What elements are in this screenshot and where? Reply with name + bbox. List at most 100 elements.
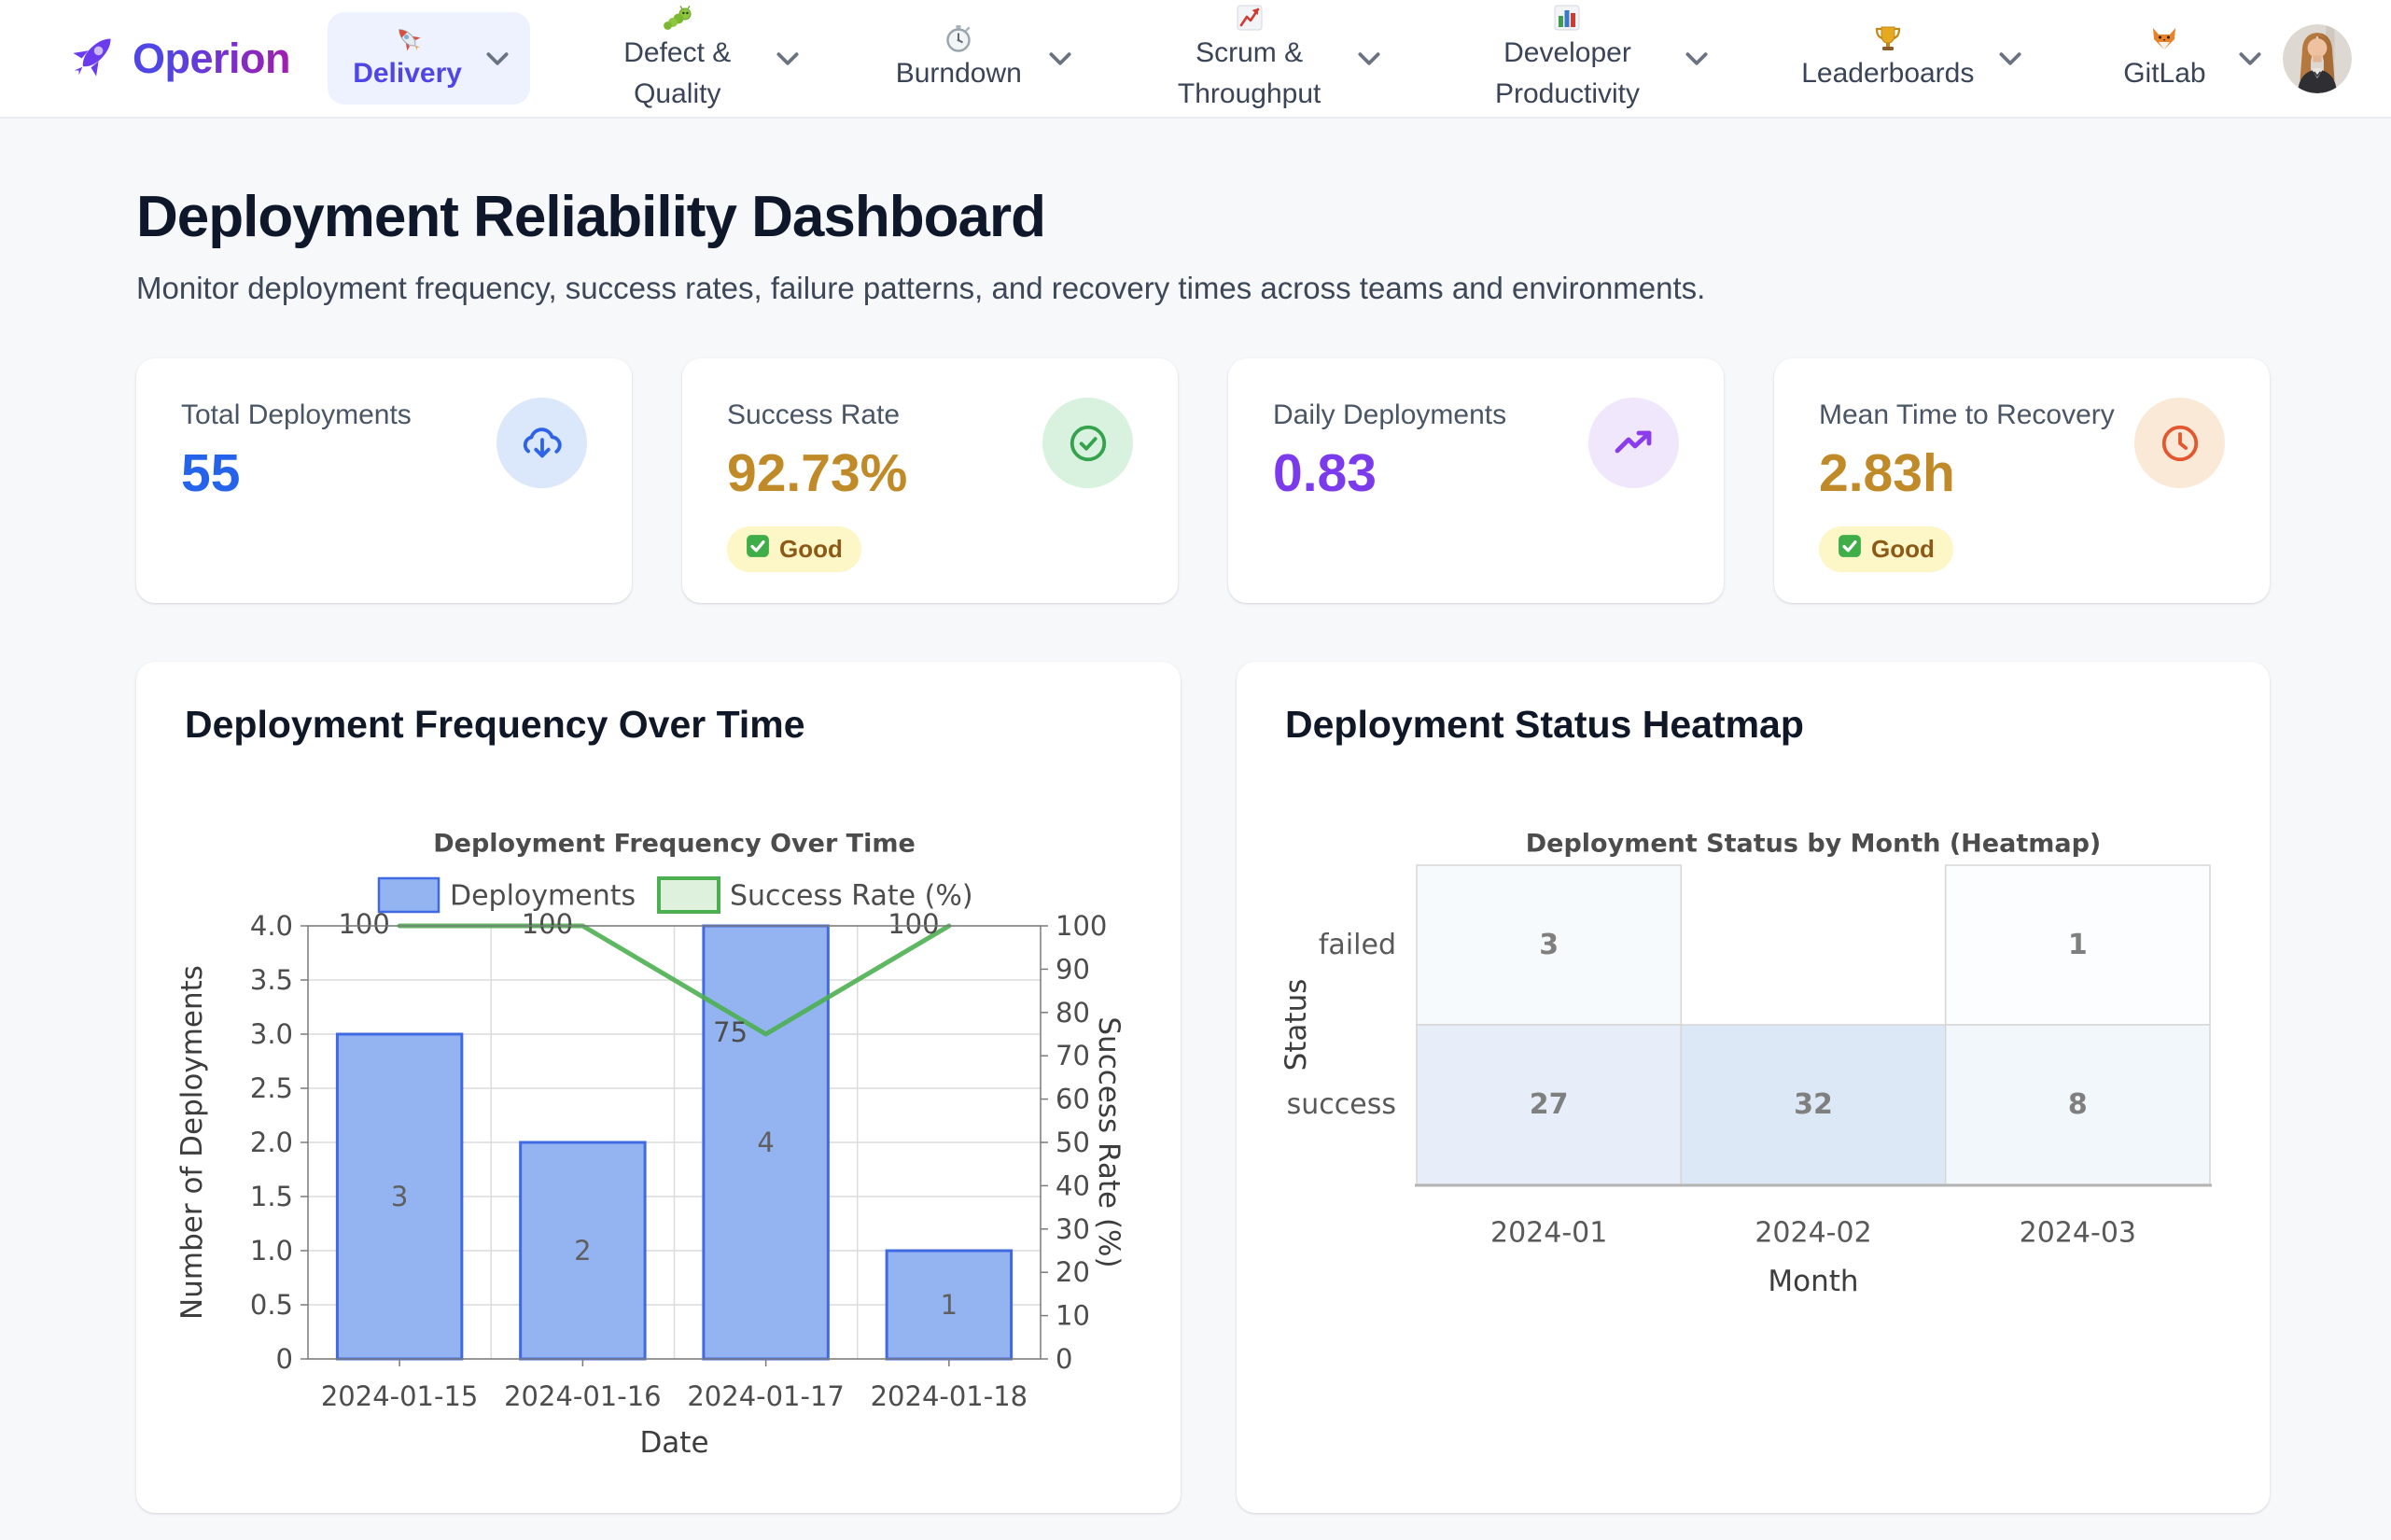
svg-text:success: success (1287, 1088, 1396, 1121)
chevron-down-icon (1357, 51, 1381, 66)
clock-icon (2134, 398, 2225, 488)
trending-up-icon (1588, 398, 1679, 488)
cloud-download-icon (496, 398, 587, 488)
kpi-label: Success Rate (727, 399, 901, 430)
svg-text:0.5: 0.5 (250, 1289, 293, 1321)
check-badge-icon (1838, 534, 1862, 565)
brand[interactable]: Operion (67, 30, 291, 87)
chart-increasing-emoji-icon (1235, 3, 1265, 33)
bar-chart-emoji-icon (1552, 3, 1582, 33)
deployment-frequency-card: Deployment Frequency Over Time Deploymen… (136, 662, 1181, 1513)
badge-label: Good (1871, 535, 1935, 563)
svg-text:Deployments: Deployments (450, 880, 636, 913)
svg-text:2024-01: 2024-01 (1490, 1217, 1607, 1250)
svg-text:2.0: 2.0 (250, 1127, 293, 1158)
svg-text:0: 0 (1056, 1343, 1072, 1375)
chevron-down-icon (2238, 51, 2262, 66)
svg-text:1: 1 (2068, 929, 2088, 961)
svg-text:10: 10 (1056, 1300, 1090, 1332)
kpi-label: Mean Time to Recovery (1819, 399, 2115, 430)
kpi-value: 0.83 (1273, 443, 1377, 503)
svg-text:Number of Deployments: Number of Deployments (175, 965, 209, 1320)
badge-label: Good (779, 535, 843, 563)
svg-text:80: 80 (1056, 997, 1090, 1029)
svg-text:2024-01-16: 2024-01-16 (504, 1380, 662, 1412)
svg-text:8: 8 (2068, 1088, 2088, 1121)
chart-card-heading: Deployment Status Heatmap (1285, 703, 1804, 746)
svg-text:4: 4 (757, 1127, 774, 1158)
svg-text:failed: failed (1319, 929, 1396, 961)
nav-item-label: Developer Productivity (1494, 37, 1641, 109)
nav-item-defect-quality[interactable]: Defect & Quality (577, 0, 820, 125)
svg-text:Status: Status (1279, 979, 1313, 1071)
chevron-down-icon (1048, 51, 1072, 66)
nav-item-burndown[interactable]: Burndown (867, 12, 1093, 105)
fox-emoji-icon (2149, 23, 2179, 53)
nav-item-label: Burndown (895, 57, 1022, 89)
kpi-label: Total Deployments (181, 399, 412, 430)
page-title: Deployment Reliability Dashboard (136, 185, 1046, 249)
chevron-down-icon (1998, 51, 2022, 66)
brand-name: Operion (133, 34, 291, 82)
operion-rocket-logo-icon (67, 30, 119, 87)
svg-text:2024-01-15: 2024-01-15 (321, 1380, 479, 1412)
status-badge: Good (727, 526, 861, 572)
check-circle-icon (1042, 398, 1133, 488)
svg-text:100: 100 (522, 908, 573, 940)
svg-text:Success Rate (%): Success Rate (%) (1092, 1016, 1126, 1267)
svg-text:2024-01-17: 2024-01-17 (687, 1380, 845, 1412)
charts-row: Deployment Frequency Over Time Deploymen… (136, 662, 2270, 1513)
svg-text:4.0: 4.0 (250, 910, 293, 942)
svg-text:50: 50 (1056, 1127, 1090, 1158)
kpi-card-mttr: Mean Time to Recovery 2.83h Good (1774, 358, 2270, 603)
svg-text:3: 3 (391, 1181, 408, 1212)
svg-text:Success Rate (%): Success Rate (%) (730, 880, 973, 913)
stopwatch-emoji-icon (944, 23, 973, 53)
svg-text:100: 100 (338, 908, 389, 940)
kpi-value: 55 (181, 443, 241, 503)
nav-item-delivery[interactable]: Delivery (328, 11, 531, 105)
chart-card-heading: Deployment Frequency Over Time (185, 703, 805, 746)
nav-item-leaderboards[interactable]: Leaderboards (1776, 12, 2043, 105)
bug-emoji-icon (663, 3, 692, 33)
deployment-status-heatmap-chart: Deployment Status by Month (Heatmap) 3 1 27… (1279, 830, 2212, 1298)
nav-item-label: Scrum & Throughput (1177, 37, 1321, 109)
svg-text:3: 3 (1539, 929, 1559, 961)
trophy-emoji-icon (1873, 23, 1903, 53)
nav-item-gitlab[interactable]: GitLab (2090, 12, 2283, 105)
nav-item-label: Defect & Quality (623, 37, 732, 109)
svg-text:40: 40 (1056, 1169, 1090, 1201)
chevron-down-icon (485, 51, 510, 66)
svg-text:2: 2 (574, 1235, 591, 1267)
svg-text:Date: Date (639, 1426, 708, 1460)
svg-text:32: 32 (1794, 1088, 1833, 1121)
kpi-value: 92.73% (727, 443, 908, 503)
chevron-down-icon (1685, 51, 1709, 66)
kpi-card-success-rate: Success Rate 92.73% Good (682, 358, 1178, 603)
svg-text:75: 75 (713, 1016, 748, 1048)
user-avatar[interactable] (2283, 23, 2352, 93)
main-content: Deployment Reliability Dashboard Monitor… (0, 184, 2391, 1513)
svg-text:2024-01-18: 2024-01-18 (871, 1380, 1028, 1412)
kpi-label: Daily Deployments (1273, 399, 1507, 430)
svg-text:2024-02: 2024-02 (1755, 1217, 1871, 1250)
svg-text:100: 100 (1056, 910, 1107, 942)
status-badge: Good (1819, 526, 1953, 572)
kpi-card-total-deployments: Total Deployments 55 (136, 358, 632, 603)
nav-item-label: Leaderboards (1801, 57, 1975, 89)
svg-text:2.5: 2.5 (250, 1072, 293, 1104)
svg-text:Deployment Status by Month (He: Deployment Status by Month (Heatmap) (1526, 830, 2102, 859)
svg-text:2024-03: 2024-03 (2020, 1217, 2136, 1250)
nav-item-scrum-throughput[interactable]: Scrum & Throughput (1140, 0, 1402, 125)
page-subtitle: Monitor deployment frequency, success ra… (136, 271, 1706, 305)
svg-text:1: 1 (941, 1289, 958, 1321)
rocket-emoji-icon (393, 23, 423, 53)
svg-text:3.0: 3.0 (250, 1018, 293, 1050)
svg-text:20: 20 (1056, 1256, 1090, 1288)
svg-text:1.5: 1.5 (250, 1181, 293, 1212)
kpi-row: Total Deployments 55 Success Rate 92.73%… (136, 358, 2270, 603)
nav-item-developer-productivity[interactable]: Developer Productivity (1448, 0, 1729, 125)
svg-text:Deployment Frequency Over Time: Deployment Frequency Over Time (433, 830, 916, 859)
nav-item-label: GitLab (2123, 57, 2206, 89)
svg-text:1.0: 1.0 (250, 1235, 293, 1267)
